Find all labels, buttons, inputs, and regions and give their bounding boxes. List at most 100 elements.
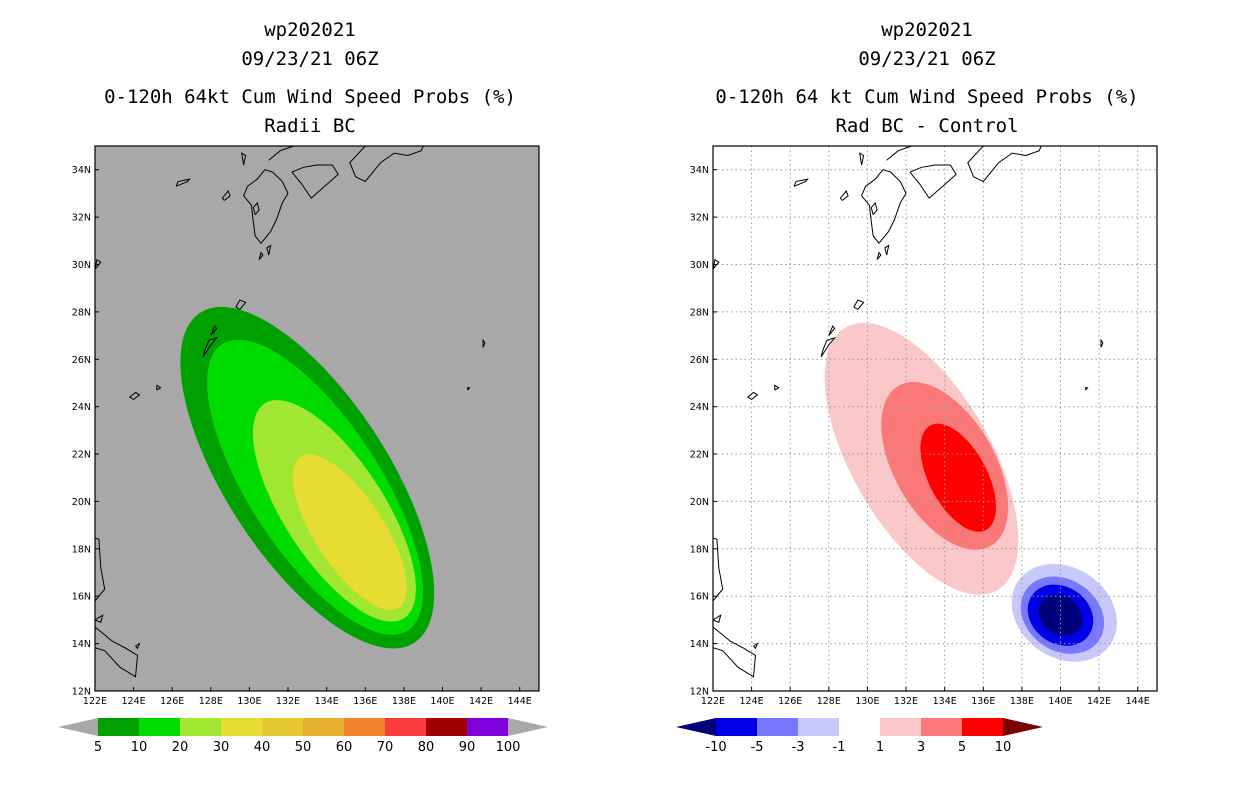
colorbar-right-triangle (508, 718, 548, 736)
coastline (876, 251, 882, 261)
y-tick-label: 32N (72, 213, 91, 224)
colorbar-label: 3 (917, 740, 925, 755)
coastline (95, 537, 139, 678)
colorbar-segment (880, 718, 921, 736)
panel2-storm-id: wp202021 (881, 19, 973, 41)
coastline (221, 190, 231, 201)
coastline (156, 384, 162, 391)
x-tick-label: 122E (701, 696, 725, 707)
y-tick-label: 12N (690, 687, 709, 698)
coastline (258, 251, 264, 261)
panel1-title-block: wp202021 09/23/21 06Z 0-120h 64kt Cum Wi… (60, 16, 560, 141)
coastline (746, 391, 759, 400)
colorbar-segment (921, 718, 962, 736)
coastline (266, 244, 272, 256)
colorbar-label: 80 (418, 740, 435, 755)
colorbar-segment (839, 718, 880, 736)
y-tick-label: 20N (72, 497, 91, 508)
x-tick-label: 130E (237, 696, 261, 707)
x-tick-label: 124E (122, 696, 146, 707)
panel2-map: 122E 124E 126E 128E 130E 132E 134E 136E 138E 140E… (676, 145, 1158, 755)
y-tick-label: 18N (72, 544, 91, 555)
colorbar-label: 5 (94, 740, 102, 755)
contour-level-2 (920, 423, 996, 532)
x-tick-label: 126E (778, 696, 802, 707)
x-tick-label: 128E (199, 696, 223, 707)
panel1-map: 122E 124E 126E 128E 130E 132E 134E 136E 138E 140E… (58, 145, 548, 755)
plot-frame (712, 145, 1158, 692)
x-tick-label: 134E (315, 696, 339, 707)
x-tick-label: 132E (276, 696, 300, 707)
colorbar-left-triangle (676, 718, 716, 736)
colorbar-label: -5 (751, 740, 764, 755)
coastline (713, 614, 722, 623)
x-tick-label: 136E (971, 696, 995, 707)
colorbar-segment (180, 718, 221, 736)
coastline (870, 201, 878, 216)
colorbar-label: 5 (958, 740, 966, 755)
coastline (210, 325, 218, 336)
coastline (482, 338, 486, 348)
contour-level-3 (292, 454, 407, 611)
coastline (909, 164, 957, 199)
colorbar-segment (303, 718, 344, 736)
x-tick-label: 138E (392, 696, 416, 707)
y-tick-label: 30N (72, 260, 91, 271)
panel2-chart-title: 0-120h 64 kt Cum Wind Speed Probs (%) (715, 86, 1139, 108)
colorbar-segment (962, 718, 1003, 736)
x-tick-label: 134E (933, 696, 957, 707)
panel2-chart-subtitle: Rad BC - Control (835, 115, 1019, 137)
coastline (886, 146, 1042, 183)
colorbar-label: 90 (459, 740, 476, 755)
x-tick-label: 140E (1048, 696, 1072, 707)
coastline (252, 201, 260, 216)
colorbar-label: 60 (336, 740, 353, 755)
colorbar-segment (262, 718, 303, 736)
colorbar-label: 70 (377, 740, 394, 755)
coastline (175, 178, 191, 187)
coastline (291, 164, 339, 199)
coastline (235, 299, 247, 310)
coastline (861, 169, 907, 244)
colorbar-segment (798, 718, 839, 736)
panel2-datetime: 09/23/21 06Z (858, 48, 996, 70)
coastline (753, 642, 759, 650)
coastline (268, 146, 424, 183)
y-tick-label: 20N (690, 497, 709, 508)
colorbar-label: 10 (131, 740, 148, 755)
x-tick-label: 136E (353, 696, 377, 707)
colorbar-segment (221, 718, 262, 736)
colorbar-segment (385, 718, 426, 736)
colorbar-label: -1 (833, 740, 846, 755)
x-tick-label: 124E (740, 696, 764, 707)
coastline (859, 152, 865, 166)
colorbar-label: 10 (995, 740, 1012, 755)
coastline (713, 537, 757, 678)
y-tick-label: 34N (72, 165, 91, 176)
x-tick-label: 142E (469, 696, 493, 707)
colorbar-segment (757, 718, 798, 736)
y-tick-label: 24N (72, 402, 91, 413)
colorbar-label: -3 (792, 740, 805, 755)
panel1-chart-subtitle: Radii BC (264, 115, 356, 137)
coastline (128, 391, 141, 400)
colorbar-label: 30 (213, 740, 230, 755)
x-tick-label: 142E (1087, 696, 1111, 707)
colorbar-label: 1 (876, 740, 884, 755)
colorbar-label: 40 (254, 740, 271, 755)
x-tick-label: 126E (160, 696, 184, 707)
colorbar-segment (426, 718, 467, 736)
y-tick-label: 28N (72, 307, 91, 318)
y-tick-label: 26N (690, 355, 709, 366)
x-tick-label: 144E (508, 696, 532, 707)
y-tick-label: 22N (690, 450, 709, 461)
coastline (467, 387, 471, 391)
coastline (1085, 387, 1089, 391)
coastline (95, 614, 104, 623)
coastline (820, 336, 837, 358)
colorbar-segment (716, 718, 757, 736)
coastline (793, 178, 809, 187)
coastline (202, 336, 219, 358)
y-tick-label: 28N (690, 307, 709, 318)
panel1-datetime: 09/23/21 06Z (241, 48, 379, 70)
